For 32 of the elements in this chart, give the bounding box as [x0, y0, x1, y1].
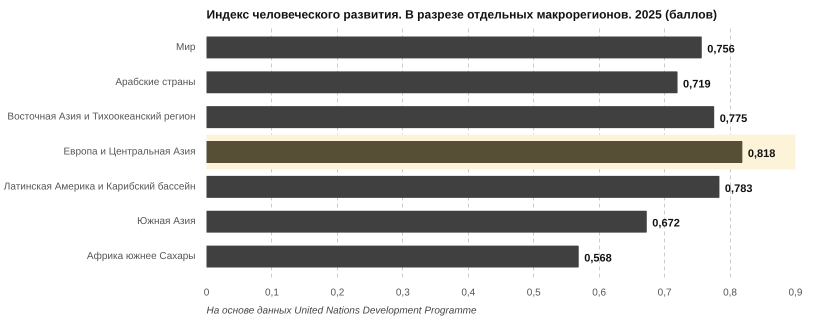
x-tick-label: 0,1: [264, 288, 280, 298]
data-label: 0,719: [683, 78, 711, 90]
y-tick-label: Африка южнее Сахары: [86, 251, 196, 262]
y-tick-label: Латинская Америка и Карибский бассейн: [4, 181, 196, 192]
data-label: 0,783: [724, 182, 752, 195]
x-tick-label: 0,4: [461, 288, 476, 298]
x-tick-label: 0,3: [396, 288, 410, 298]
bar: [206, 246, 579, 268]
data-label: 0,775: [720, 113, 748, 126]
data-label: 0,568: [584, 252, 612, 265]
y-tick-label: Южная Азия: [137, 216, 196, 228]
x-tick-label: 0,8: [723, 288, 738, 298]
y-tick-label: Арабские страны: [115, 76, 196, 88]
x-tick-label: 0,5: [526, 288, 542, 298]
data-label: 0,756: [707, 43, 735, 56]
text: На основе данных United Nations Development Programme: [206, 306, 477, 316]
y-tick-label: Мир: [176, 42, 196, 53]
bar: [206, 176, 720, 198]
bar: [206, 106, 714, 128]
x-tick-label: 0,6: [592, 288, 607, 298]
chart-title: Индекс человеческого развития. В разрезе отдельных макрорегионов. 2025 (баллов): [206, 8, 717, 22]
x-tick-label: 0,7: [658, 288, 672, 298]
y-tick-label: Европа и Центральная Азия: [64, 146, 196, 158]
data-label: 0,672: [652, 218, 680, 230]
x-tick-label: 0: [204, 288, 210, 298]
data-label: 0,818: [748, 148, 776, 160]
x-tick-label: 0,2: [330, 288, 345, 298]
bar: [206, 71, 678, 94]
y-tick-label: Восточная Азия и Тихоокеанский регион: [7, 112, 196, 123]
bar: [206, 36, 702, 58]
bar: [206, 210, 647, 233]
x-tick-label: 0,9: [788, 288, 803, 298]
